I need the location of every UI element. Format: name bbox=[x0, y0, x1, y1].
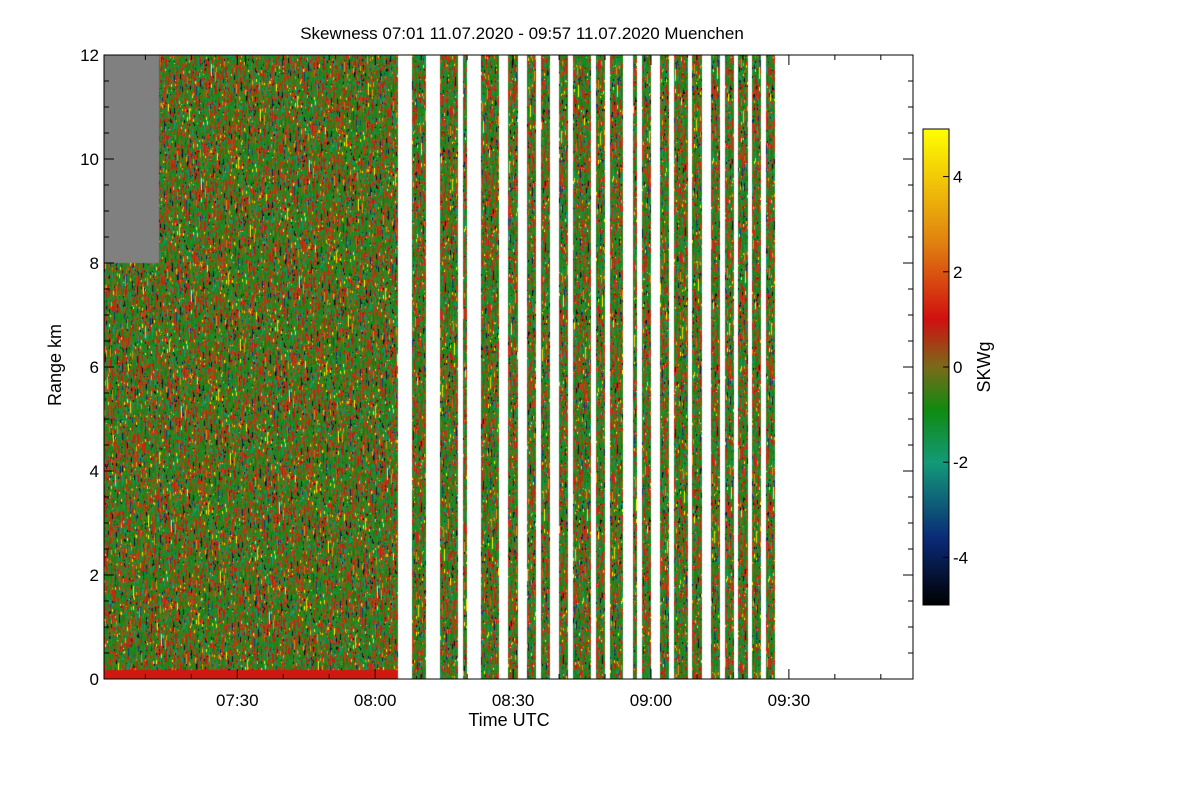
title-time-range: 07:01 11.07.2020 - 09:57 11.07.2020 bbox=[378, 24, 660, 43]
colorbar-tick-label: 2 bbox=[953, 263, 962, 282]
y-tick-label: 4 bbox=[90, 462, 99, 481]
colorbar: -4 -2 0 2 4 bbox=[922, 128, 968, 606]
colorbar-tick-label: 0 bbox=[953, 358, 962, 377]
x-tick-label: 09:00 bbox=[630, 691, 673, 710]
y-tick-label: 6 bbox=[90, 358, 99, 377]
x-tick-label: 07:30 bbox=[216, 691, 259, 710]
y-axis-label: Range km bbox=[45, 324, 65, 406]
y-tick-label: 10 bbox=[80, 150, 99, 169]
colorbar-tick-label: 4 bbox=[953, 168, 962, 187]
heatmap-plot-area bbox=[104, 55, 913, 679]
x-tick-label: 08:30 bbox=[492, 691, 535, 710]
chart-title: Skewness 07:01 11.07.2020 - 09:57 11.07.… bbox=[300, 24, 744, 43]
y-tick-label: 8 bbox=[90, 254, 99, 273]
colorbar-tick-label: -4 bbox=[953, 548, 968, 567]
x-tick-label: 08:00 bbox=[354, 691, 397, 710]
y-tick-label: 12 bbox=[80, 46, 99, 65]
x-axis-label: Time UTC bbox=[468, 710, 549, 730]
axes: 07:30 08:00 08:30 09:00 09:30 0 2 4 6 8 10 12 bbox=[80, 46, 914, 710]
title-location: Muenchen bbox=[660, 24, 744, 43]
y-tick-label: 2 bbox=[90, 566, 99, 585]
y-tick-label: 0 bbox=[90, 670, 99, 689]
title-main: Skewness bbox=[300, 24, 377, 43]
heatmap-raster bbox=[104, 55, 913, 679]
x-tick-label: 09:30 bbox=[768, 691, 811, 710]
colorbar-tick-label: -2 bbox=[953, 453, 968, 472]
colorbar-label: SKWg bbox=[974, 341, 994, 392]
